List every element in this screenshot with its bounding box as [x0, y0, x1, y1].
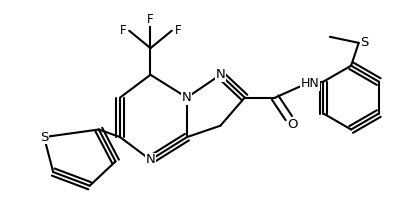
- Text: F: F: [175, 24, 181, 37]
- Text: S: S: [361, 36, 369, 49]
- Text: N: N: [182, 91, 192, 104]
- Text: HN: HN: [301, 77, 320, 90]
- Text: F: F: [147, 13, 154, 26]
- Text: N: N: [145, 153, 155, 166]
- Text: O: O: [287, 118, 298, 131]
- Text: F: F: [120, 24, 126, 37]
- Text: N: N: [216, 68, 225, 81]
- Text: S: S: [40, 131, 48, 144]
